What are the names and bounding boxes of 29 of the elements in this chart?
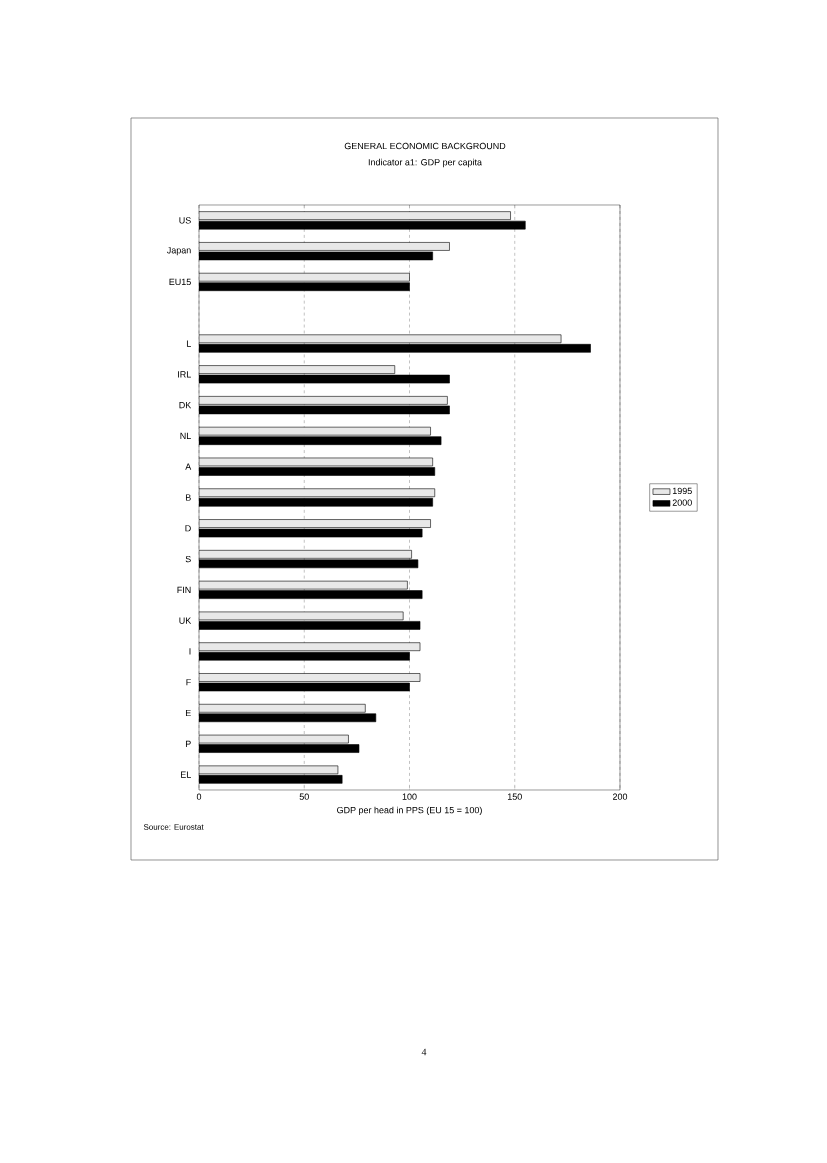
x-axis-title: GDP per head in PPS (EU 15 = 100) (337, 806, 482, 816)
x-tick-label: 50 (299, 793, 309, 800)
y-tick-label: B (185, 494, 191, 501)
y-tick-label: I (189, 648, 191, 655)
y-tick-label: US (179, 217, 191, 224)
y-tick-label: NL (180, 432, 191, 439)
y-tick-label: FIN (177, 586, 191, 593)
x-tick-label: 150 (507, 793, 522, 800)
y-tick-label: Japan (166, 247, 191, 256)
y-tick-label: IRL (178, 371, 191, 378)
chart-title: GENERAL ECONOMIC BACKGROUND (344, 142, 506, 150)
legend-label: 1995 (672, 487, 692, 495)
y-tick-label: P (185, 740, 191, 747)
y-tick-label: EU15 (169, 278, 191, 286)
y-tick-label: F (186, 679, 191, 686)
y-tick-label: A (185, 463, 192, 470)
y-tick-label: UK (179, 617, 192, 624)
chart-subtitle: Indicator a1: GDP per capita (368, 158, 482, 168)
x-tick-label: 0 (196, 793, 202, 800)
y-tick-label: DK (179, 402, 192, 409)
text: 4 (421, 1048, 427, 1056)
x-tick-label: 100 (402, 793, 417, 800)
legend-label: 2000 (672, 499, 692, 506)
y-tick-label: L (186, 340, 191, 347)
y-tick-label: D (185, 525, 191, 532)
x-tick-label: 200 (612, 793, 628, 800)
y-tick-label: S (185, 555, 191, 563)
y-tick-label: EL (181, 771, 191, 778)
y-tick-label: E (185, 709, 191, 717)
